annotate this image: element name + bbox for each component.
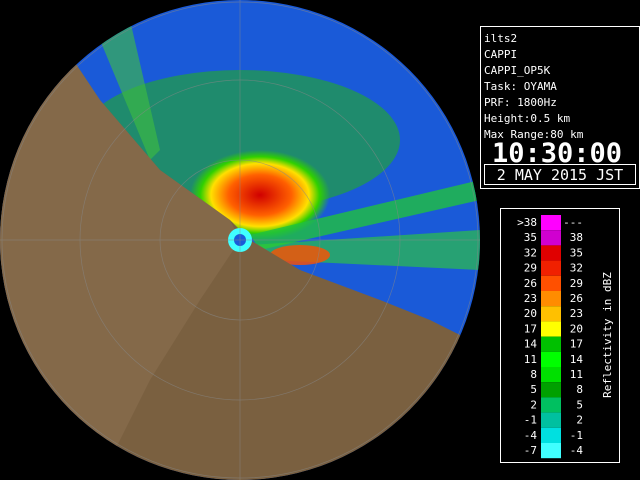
legend-low: 8 xyxy=(530,368,537,381)
info-line: ilts2 xyxy=(484,32,517,45)
legend-low: -4 xyxy=(524,429,538,442)
legend-swatch xyxy=(541,230,561,246)
legend-swatch xyxy=(541,245,561,261)
info-line: PRF: 1800Hz xyxy=(484,96,557,109)
legend-low: 11 xyxy=(524,353,537,366)
date: 2 MAY 2015 JST xyxy=(497,166,623,184)
legend-swatch xyxy=(541,443,561,459)
legend-high: 38 xyxy=(570,231,583,244)
legend-swatch xyxy=(541,336,561,352)
legend-high: -4 xyxy=(570,444,584,457)
legend-high: --- xyxy=(563,216,583,229)
legend-high: 11 xyxy=(570,368,583,381)
legend-high: 23 xyxy=(570,307,583,320)
date-box xyxy=(484,164,636,185)
legend-high: 29 xyxy=(570,277,583,290)
legend-high: 35 xyxy=(570,246,583,259)
legend-low: 2 xyxy=(530,398,537,411)
info-line: Task: OYAMA xyxy=(484,80,557,93)
legend-high: 20 xyxy=(570,322,583,335)
legend-high: -1 xyxy=(570,429,583,442)
legend-low: -1 xyxy=(524,414,537,427)
radar-map xyxy=(0,0,480,480)
legend-swatch xyxy=(541,275,561,291)
legend-swatch xyxy=(541,351,561,367)
legend-swatch xyxy=(541,412,561,428)
legend-low: 20 xyxy=(524,307,537,320)
legend-swatch xyxy=(541,427,561,443)
legend-low: 17 xyxy=(524,322,537,335)
legend-swatch xyxy=(541,321,561,337)
info-line: CAPPI xyxy=(484,48,517,61)
info-lines: ilts2 CAPPI CAPPI_OP5K Task: OYAMA PRF: 1800… xyxy=(484,32,584,141)
time: 10:30:00 xyxy=(492,138,622,169)
legend-high: 2 xyxy=(576,414,583,427)
legend-high: 32 xyxy=(570,262,583,275)
legend-swatch xyxy=(541,260,561,276)
legend-high: 17 xyxy=(570,338,583,351)
legend-low: 32 xyxy=(524,246,537,259)
legend-title: Reflectivity in dBZ xyxy=(601,272,614,398)
info-line: CAPPI_OP5K xyxy=(484,64,551,77)
info-panel xyxy=(480,26,640,189)
legend-swatch xyxy=(541,367,561,383)
legend-swatch xyxy=(541,382,561,398)
info-line: Max Range:80 km xyxy=(484,128,584,141)
legend-low: 35 xyxy=(524,231,537,244)
legend-swatch xyxy=(541,291,561,307)
legend-swatch xyxy=(541,397,561,413)
legend-low: 5 xyxy=(530,383,537,396)
legend-high: 26 xyxy=(570,292,583,305)
legend-high: 5 xyxy=(576,398,583,411)
legend-high: 8 xyxy=(576,383,583,396)
legend-low: -7 xyxy=(524,444,537,457)
legend-low: >38 xyxy=(517,216,537,229)
legend: >38 --- 35 38 32 35 29 32 26 29 23 26 20 23 17 20 14 17 11… xyxy=(517,215,584,459)
legend-swatch xyxy=(541,306,561,322)
legend-low: 29 xyxy=(524,262,537,275)
legend-low: 14 xyxy=(524,338,538,351)
info-line: Height:0.5 km xyxy=(484,112,570,125)
legend-high: 14 xyxy=(570,353,584,366)
legend-low: 23 xyxy=(524,292,537,305)
legend-low: 26 xyxy=(524,277,537,290)
legend-swatch xyxy=(541,215,561,231)
